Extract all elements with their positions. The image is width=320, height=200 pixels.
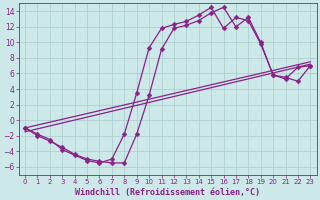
- X-axis label: Windchill (Refroidissement éolien,°C): Windchill (Refroidissement éolien,°C): [75, 188, 260, 197]
